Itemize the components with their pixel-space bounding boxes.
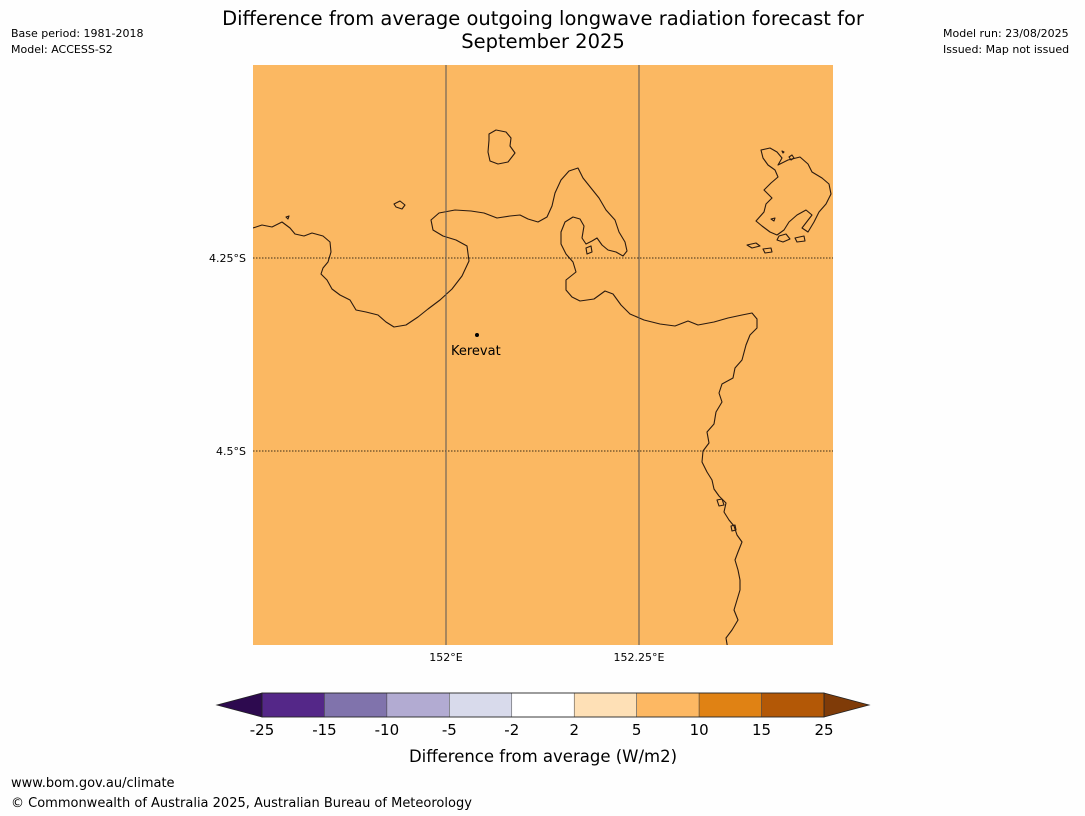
islet-d bbox=[776, 233, 791, 243]
islet-i bbox=[730, 524, 737, 532]
colorbar-bin bbox=[261, 692, 325, 718]
colorbar-bin bbox=[324, 692, 388, 718]
colorbar-bin bbox=[636, 692, 700, 718]
islet-b bbox=[788, 154, 795, 161]
island-3 bbox=[285, 215, 290, 220]
map-title: Difference from average outgoing longwav… bbox=[150, 7, 936, 53]
island-1 bbox=[487, 129, 516, 165]
colorbar-tick-label: -15 bbox=[312, 721, 337, 739]
graticule bbox=[253, 65, 833, 645]
graticule-labels: 4.25°S 4.5°S 152°E 152.25°E bbox=[209, 252, 664, 664]
map-title-line-2: September 2025 bbox=[461, 30, 625, 53]
islet-c bbox=[770, 217, 776, 222]
map-title-line-1: Difference from average outgoing longwav… bbox=[222, 7, 864, 30]
colorbar-extend-high bbox=[823, 692, 871, 718]
issued-text: Issued: Map not issued bbox=[943, 43, 1070, 56]
base-period-text: Base period: 1981-2018 bbox=[11, 27, 144, 40]
metadata-left: Base period: 1981-2018 Model: ACCESS-S2 bbox=[11, 26, 143, 58]
colorbar-tick-label: 5 bbox=[632, 721, 642, 739]
island-4 bbox=[585, 245, 593, 255]
island-2 bbox=[393, 200, 406, 210]
model-text: Model: ACCESS-S2 bbox=[11, 43, 113, 56]
colorbar-bin bbox=[449, 692, 513, 718]
footer-url[interactable]: www.bom.gov.au/climate bbox=[11, 776, 175, 791]
colorbar-bin bbox=[511, 692, 575, 718]
map-area[interactable] bbox=[253, 65, 833, 645]
colorbar-tick-label: 10 bbox=[690, 721, 709, 739]
coastline-west bbox=[253, 167, 758, 645]
colorbar-title: Difference from average (W/m2) bbox=[409, 747, 677, 766]
lon-label-152-25: 152.25°E bbox=[614, 651, 665, 664]
colorbar-tick-label: -2 bbox=[504, 721, 519, 739]
colorbar-tick-label: -10 bbox=[375, 721, 400, 739]
islet-h bbox=[716, 498, 725, 507]
colorbar-bin bbox=[761, 692, 825, 718]
model-run-text: Model run: 23/08/2025 bbox=[943, 27, 1069, 40]
colorbar-bin bbox=[573, 692, 637, 718]
colorbar-tick-label: 25 bbox=[814, 721, 833, 739]
footer: www.bom.gov.au/climate © Commonwealth of… bbox=[11, 774, 472, 814]
islet-a bbox=[781, 150, 785, 154]
lat-label-4-5: 4.5°S bbox=[216, 445, 246, 458]
coastline-group bbox=[253, 129, 832, 645]
islet-e bbox=[794, 235, 806, 243]
town-marker-icon[interactable] bbox=[475, 333, 479, 337]
colorbar: -25 -15 -10 -5 -2 2 5 10 15 25 Difference from av… bbox=[215, 692, 871, 766]
islet-g bbox=[762, 247, 773, 254]
metadata-right: Model run: 23/08/2025 Issued: Map not is… bbox=[943, 26, 1069, 58]
colorbar-tick-label: -5 bbox=[442, 721, 457, 739]
colorbar-tick-label: 15 bbox=[752, 721, 771, 739]
colorbar-bin bbox=[386, 692, 450, 718]
colorbar-tick-label: -25 bbox=[250, 721, 275, 739]
colorbar-frame bbox=[261, 692, 825, 718]
footer-copyright: © Commonwealth of Australia 2025, Austra… bbox=[11, 796, 472, 811]
lat-label-4-25: 4.25°S bbox=[209, 252, 246, 265]
colorbar-extend-low bbox=[215, 692, 263, 718]
colorbar-bins bbox=[261, 692, 825, 718]
colorbar-tick-labels: -25 -15 -10 -5 -2 2 5 10 15 25 bbox=[250, 721, 834, 739]
colorbar-bin bbox=[698, 692, 762, 718]
lon-label-152: 152°E bbox=[429, 651, 462, 664]
colorbar-tick-label: 2 bbox=[569, 721, 579, 739]
island-north-east bbox=[755, 147, 832, 236]
islet-f bbox=[746, 242, 761, 249]
town-label: Kerevat bbox=[451, 344, 501, 359]
